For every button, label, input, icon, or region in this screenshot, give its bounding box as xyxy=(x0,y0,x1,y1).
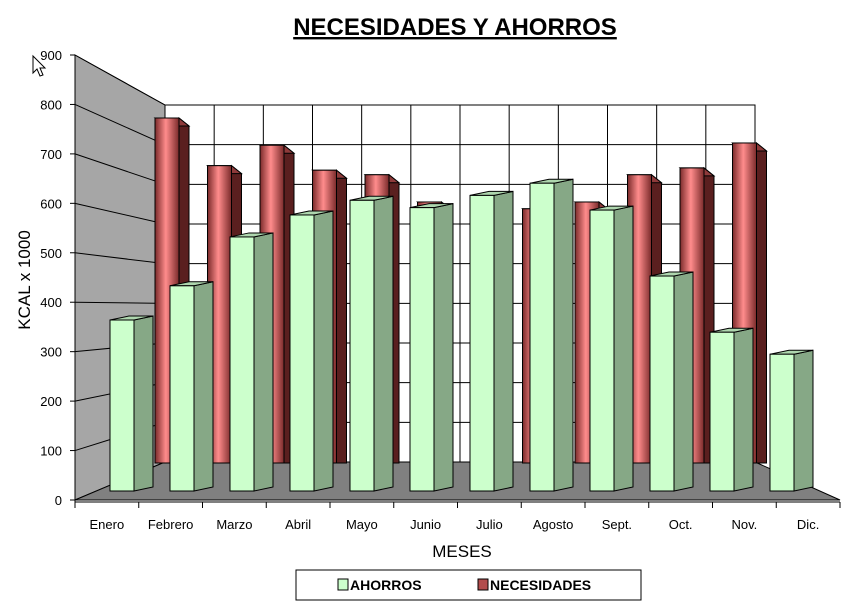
ahorros-bar-side xyxy=(793,349,814,492)
y-tick-label: 900 xyxy=(40,48,62,63)
ahorros-bar-side xyxy=(133,315,154,492)
ahorros-bar-side xyxy=(193,281,214,492)
x-tick-label: Oct. xyxy=(669,517,693,532)
x-tick-label: Nov. xyxy=(731,517,757,532)
ahorros-bar xyxy=(109,315,154,492)
ahorros-bar-front xyxy=(589,209,615,492)
grid-line xyxy=(74,103,166,146)
legend-swatch-necesidades xyxy=(477,578,489,591)
ahorros-bar-front xyxy=(169,285,195,492)
x-tick-label: Dic. xyxy=(797,517,819,532)
ahorros-bar-front xyxy=(529,182,555,492)
ahorros-bar-front xyxy=(289,214,315,492)
ahorros-bar-side xyxy=(373,195,394,492)
x-tick-label: Febrero xyxy=(148,517,194,532)
ahorros-bar-front xyxy=(769,353,795,492)
y-tick-label: 0 xyxy=(55,493,62,508)
ahorros-bar xyxy=(349,195,394,492)
ahorros-bar xyxy=(469,190,514,492)
x-tick-label: Sept. xyxy=(602,517,632,532)
y-tick-label: 600 xyxy=(40,196,62,211)
y-axis-title: KCAL x 1000 xyxy=(15,230,34,330)
chart-title: NECESIDADES Y AHORROS xyxy=(293,14,617,41)
y-tick-label: 200 xyxy=(40,394,62,409)
ahorros-bar xyxy=(169,281,214,492)
ahorros-bar-front xyxy=(109,319,135,492)
x-tick-label: Enero xyxy=(90,517,125,532)
y-tick-label: 400 xyxy=(40,295,62,310)
ahorros-bar xyxy=(709,327,754,492)
x-tick-label: Julio xyxy=(476,517,503,532)
grid-line xyxy=(74,301,166,304)
x-tick-label: Marzo xyxy=(216,517,252,532)
x-tick-label: Abril xyxy=(285,517,311,532)
grid-line xyxy=(74,202,166,225)
mouse-cursor-icon xyxy=(32,54,47,77)
x-axis-title: MESES xyxy=(432,542,492,561)
y-tick-label: 100 xyxy=(40,444,62,459)
necesidades-bar-side xyxy=(756,141,767,464)
ahorros-bar-front xyxy=(349,199,375,492)
y-tick-label: 300 xyxy=(40,345,62,360)
legend-label-ahorros: AHORROS xyxy=(350,577,422,593)
legend-box xyxy=(295,569,642,601)
necesidades-bar-side xyxy=(336,169,347,464)
x-tick-label: Mayo xyxy=(346,517,378,532)
legend-swatch-ahorros xyxy=(337,578,349,591)
ahorros-bar xyxy=(409,203,454,492)
ahorros-bar-side xyxy=(313,210,334,492)
ahorros-bar xyxy=(649,271,694,492)
ahorros-bar-side xyxy=(613,205,634,492)
x-tick-label: Junio xyxy=(410,517,441,532)
legend-label-necesidades: NECESIDADES xyxy=(490,577,591,593)
ahorros-bar-front xyxy=(709,331,735,492)
ahorros-bar-front xyxy=(229,236,255,492)
ahorros-bar xyxy=(529,178,574,492)
ahorros-bar xyxy=(589,205,634,492)
ahorros-bar-side xyxy=(553,178,574,492)
ahorros-bar-side xyxy=(253,232,274,492)
grid-line xyxy=(74,153,166,185)
ahorros-bar-side xyxy=(493,190,514,492)
grid-line xyxy=(74,252,166,265)
ahorros-bar-side xyxy=(673,271,694,492)
ahorros-bar-front xyxy=(409,207,435,492)
ahorros-bar xyxy=(769,349,814,492)
ahorros-bar xyxy=(229,232,274,492)
y-tick-label: 700 xyxy=(40,147,62,162)
grid-line xyxy=(74,54,166,106)
ahorros-bar-front xyxy=(469,194,495,492)
ahorros-bar-side xyxy=(433,203,454,492)
ahorros-bar xyxy=(289,210,334,492)
ahorros-bar-front xyxy=(649,275,675,492)
y-tick-label: 500 xyxy=(40,246,62,261)
x-tick-label: Agosto xyxy=(533,517,573,532)
y-tick-label: 800 xyxy=(40,97,62,112)
ahorros-bar-side xyxy=(733,327,754,492)
